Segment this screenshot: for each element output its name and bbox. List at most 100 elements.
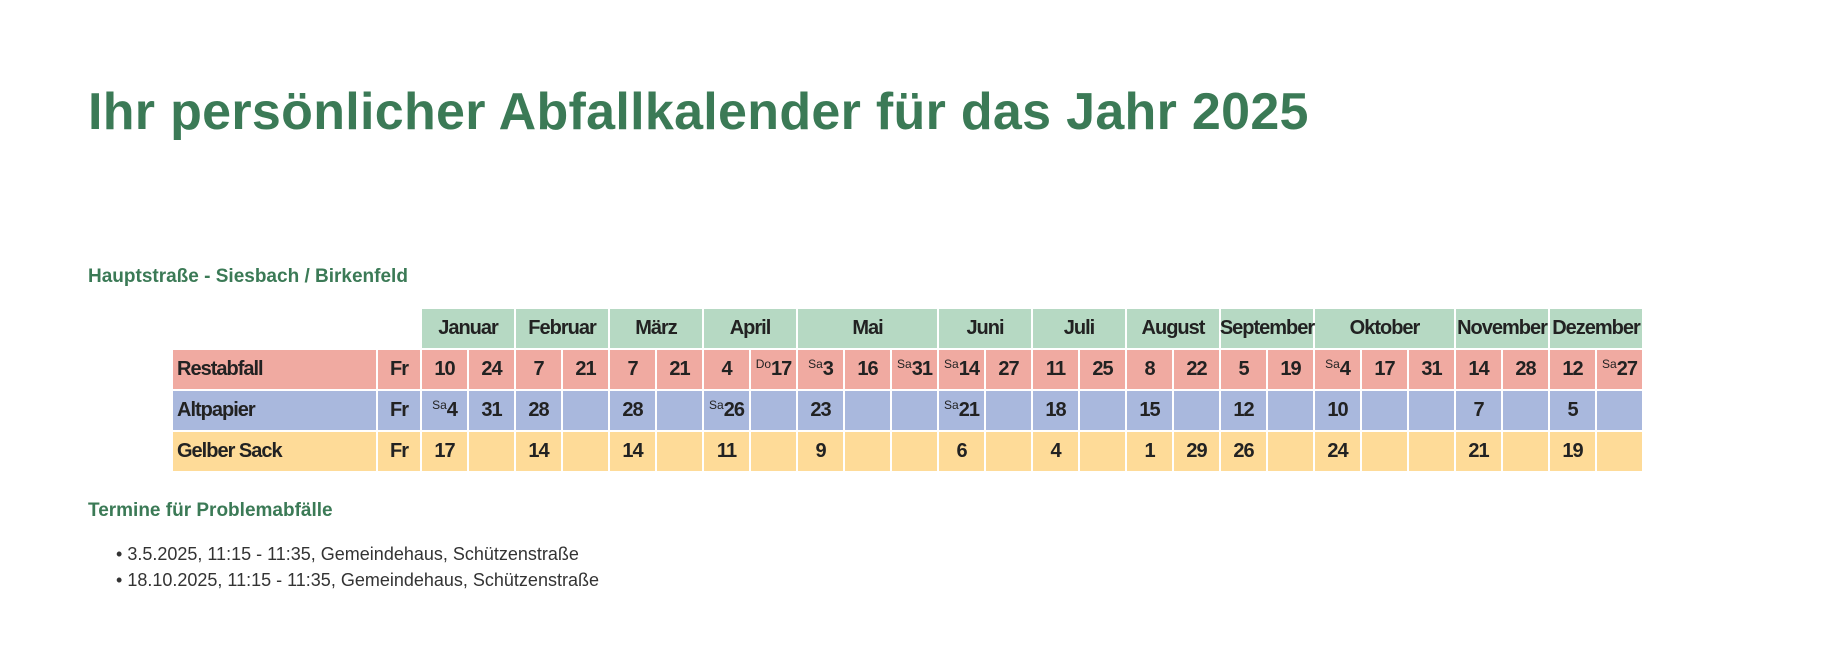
- date-day: 4: [446, 399, 458, 421]
- date-day: 22: [1186, 358, 1207, 380]
- date-day: 11: [716, 440, 737, 462]
- date-cell: 17: [1362, 350, 1407, 389]
- date-day: 12: [1233, 399, 1254, 421]
- month-header: April: [704, 309, 796, 348]
- date-day: 24: [481, 358, 502, 380]
- month-header: Januar: [422, 309, 514, 348]
- street-heading: Hauptstraße - Siesbach / Birkenfeld: [88, 266, 408, 287]
- date-cell: 8: [1127, 350, 1172, 389]
- date-day: 4: [721, 358, 732, 380]
- date-cell: [1503, 432, 1548, 471]
- weekday-prefix: Sa: [432, 398, 447, 412]
- date-cell: [657, 391, 702, 430]
- date-day: 27: [1616, 358, 1638, 380]
- date-cell: 27: [986, 350, 1031, 389]
- date-cell: [1268, 391, 1313, 430]
- date-day: 29: [1186, 440, 1207, 462]
- month-header: Juli: [1033, 309, 1125, 348]
- weekday-prefix: Sa: [944, 398, 959, 412]
- date-cell: 4: [1033, 432, 1078, 471]
- date-cell: Sa 26: [704, 391, 749, 430]
- date-day: 21: [958, 399, 980, 421]
- date-cell: [1597, 432, 1642, 471]
- date-cell: 21: [1456, 432, 1501, 471]
- date-cell: 11: [1033, 350, 1078, 389]
- date-day: 25: [1092, 358, 1113, 380]
- month-header: Juni: [939, 309, 1031, 348]
- date-cell: [469, 432, 514, 471]
- date-cell: [986, 432, 1031, 471]
- date-day: 10: [434, 358, 455, 380]
- empty-cell: [173, 309, 376, 348]
- date-day: 8: [1144, 358, 1155, 380]
- date-day: 5: [1238, 358, 1249, 380]
- date-day: 4: [1339, 358, 1351, 380]
- date-cell: [1503, 391, 1548, 430]
- waste-row-restabfall: Restabfall Fr 10 24 7 21 7 21 4 Do 17 Sa 3 16 Sa 31 Sa 14…: [173, 350, 1644, 389]
- date-day: 6: [956, 440, 967, 462]
- date-cell: 4: [704, 350, 749, 389]
- month-header: Mai: [798, 309, 937, 348]
- date-cell: 21: [563, 350, 608, 389]
- date-cell: 9: [798, 432, 843, 471]
- date-day: 21: [669, 358, 690, 380]
- month-header-row: Januar Februar März April Mai Juni Juli August S…: [173, 309, 1644, 348]
- date-day: 3: [822, 358, 834, 380]
- date-cell: Sa 3: [798, 350, 843, 389]
- date-cell: 21: [657, 350, 702, 389]
- collection-calendar-table: Januar Februar März April Mai Juni Juli August S…: [173, 309, 1644, 473]
- date-day: 17: [434, 440, 455, 462]
- date-cell: Sa 4: [1315, 350, 1360, 389]
- page-title: Ihr persönlicher Abfallkalender für das …: [88, 83, 1309, 141]
- date-cell: [1409, 391, 1454, 430]
- date-day: 21: [575, 358, 596, 380]
- date-day: 14: [622, 440, 643, 462]
- date-cell: 22: [1174, 350, 1219, 389]
- weekday-prefix: Sa: [944, 357, 959, 371]
- date-cell: 14: [610, 432, 655, 471]
- date-day: 31: [1421, 358, 1442, 380]
- date-cell: Do 17: [751, 350, 796, 389]
- date-cell: 29: [1174, 432, 1219, 471]
- date-cell: 12: [1550, 350, 1595, 389]
- waste-type-label: Altpapier: [173, 391, 376, 430]
- date-cell: 28: [516, 391, 561, 430]
- month-header: August: [1127, 309, 1219, 348]
- weekday-prefix: Sa: [808, 357, 823, 371]
- month-header: November: [1456, 309, 1548, 348]
- date-cell: [892, 432, 937, 471]
- weekday-prefix: Sa: [1602, 357, 1617, 371]
- date-day: 15: [1139, 399, 1160, 421]
- date-day: 14: [1468, 358, 1489, 380]
- date-day: 4: [1050, 440, 1061, 462]
- date-cell: [845, 432, 890, 471]
- date-day: 31: [481, 399, 502, 421]
- date-day: 28: [528, 399, 549, 421]
- date-cell: 23: [798, 391, 843, 430]
- date-day: 12: [1562, 358, 1583, 380]
- date-cell: Sa 31: [892, 350, 937, 389]
- date-cell: [1268, 432, 1313, 471]
- date-cell: 5: [1550, 391, 1595, 430]
- weekday-label: Fr: [378, 391, 420, 430]
- date-cell: 16: [845, 350, 890, 389]
- date-cell: 17: [422, 432, 467, 471]
- date-day: 7: [627, 358, 638, 380]
- date-cell: 7: [1456, 391, 1501, 430]
- date-cell: [657, 432, 702, 471]
- date-cell: [1080, 432, 1125, 471]
- weekday-label: Fr: [378, 432, 420, 471]
- date-cell: 24: [469, 350, 514, 389]
- date-cell: 6: [939, 432, 984, 471]
- weekday-prefix: Do: [755, 357, 772, 371]
- date-day: 26: [1233, 440, 1254, 462]
- date-cell: 14: [1456, 350, 1501, 389]
- waste-row-gelber-sack: Gelber Sack Fr 17 14 14 11 9 6 4 1 29 26 24 21 19: [173, 432, 1644, 471]
- date-cell: Sa 21: [939, 391, 984, 430]
- date-cell: 28: [1503, 350, 1548, 389]
- date-day: 7: [1473, 399, 1484, 421]
- date-cell: [845, 391, 890, 430]
- date-cell: [563, 432, 608, 471]
- month-header: März: [610, 309, 702, 348]
- date-cell: 14: [516, 432, 561, 471]
